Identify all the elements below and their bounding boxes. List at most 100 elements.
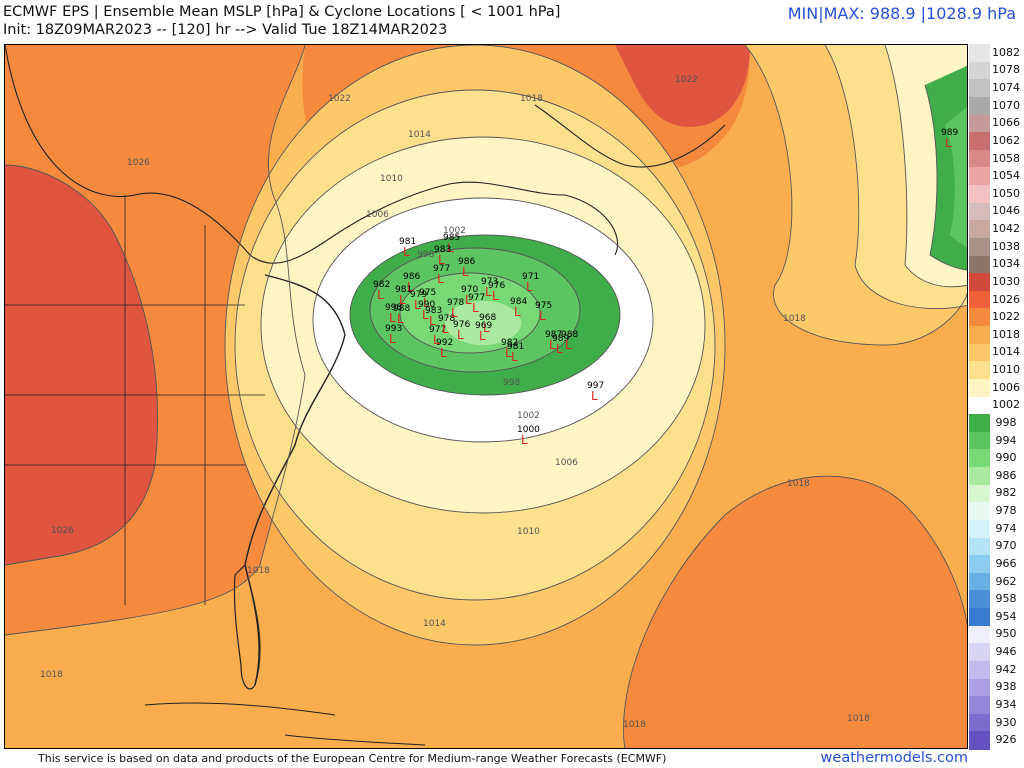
cyclone-pressure-label: 981 (399, 237, 416, 247)
cyclone-pressure-label: 968 (479, 313, 496, 323)
low-pressure-symbol: L (591, 389, 598, 403)
colorbar-label: 1062 (992, 133, 1020, 147)
isobar-lines (5, 45, 967, 748)
colorbar-swatch (969, 79, 990, 98)
low-pressure-symbol: L (539, 309, 546, 323)
colorbar-swatch (969, 431, 990, 450)
colorbar-label: 938 (995, 680, 1017, 694)
colorbar-swatch (969, 361, 990, 380)
isobar-label: 1018 (623, 720, 646, 730)
colorbar-swatch (969, 678, 990, 697)
colorbar-label: 1070 (992, 98, 1020, 112)
colorbar-label: 1082 (992, 45, 1020, 59)
colorbar-label: 942 (995, 662, 1017, 676)
colorbar-label: 926 (995, 733, 1017, 747)
colorbar-swatch (969, 396, 990, 415)
low-pressure-symbol: L (407, 280, 414, 294)
pressure-colorbar: 1082 1078 1074 1070 1066 1062 1058 1054 1050 1046… (969, 44, 1021, 750)
colorbar-label: 986 (995, 468, 1017, 482)
cyclone-pressure-label: 986 (458, 257, 475, 267)
colorbar-swatch (969, 255, 990, 274)
low-pressure-symbol: L (414, 298, 421, 312)
low-pressure-symbol: L (505, 346, 512, 360)
colorbar-label: 962 (995, 574, 1017, 588)
colorbar-swatch (969, 185, 990, 204)
colorbar-swatch (969, 149, 990, 168)
colorbar-label: 1078 (992, 63, 1020, 77)
isobar-label: 1014 (423, 619, 446, 629)
cyclone-pressure-label: 983 (425, 306, 442, 316)
cyclone-pressure-label: 986 (403, 272, 420, 282)
cyclone-pressure-label: 985 (443, 233, 460, 243)
low-pressure-symbol: L (451, 306, 458, 320)
cyclone-pressure-label: 982 (501, 338, 518, 348)
cyclone-pressure-label: 975 (419, 288, 436, 298)
colorbar-label: 930 (995, 715, 1017, 729)
cyclone-pressure-label: 998 (385, 303, 402, 313)
colorbar-label: 950 (995, 627, 1017, 641)
low-pressure-symbol: L (389, 332, 396, 346)
low-pressure-symbol: L (462, 265, 469, 279)
newfoundland-coast (534, 104, 726, 168)
low-pressure-symbol: L (442, 322, 449, 336)
low-pressure-symbol: L (437, 272, 444, 286)
low-pressure-symbol: L (492, 289, 499, 303)
field-994-east (945, 106, 967, 247)
low-pressure-symbol: L (399, 293, 406, 307)
isobar-label: 1018 (847, 714, 870, 724)
cyclone-pressure-label: 984 (510, 297, 527, 307)
colorbar-swatch (969, 590, 990, 609)
low-pressure-symbol: L (397, 312, 404, 326)
colorbar-swatch (969, 132, 990, 151)
cyclone-pressure-label: 978 (438, 314, 455, 324)
colorbar-swatch (969, 519, 990, 538)
low-pressure-symbol: L (556, 342, 563, 356)
low-pressure-symbol: L (465, 293, 472, 307)
low-pressure-symbol: L (514, 305, 521, 319)
low-pressure-symbol: L (565, 338, 572, 352)
low-pressure-symbol: L (526, 280, 533, 294)
colorbar-label: 1042 (992, 222, 1020, 236)
cyclone-pressure-label: 988 (561, 330, 578, 340)
min-max-readout: MIN|MAX: 988.9 |1028.9 hPa (787, 4, 1016, 23)
colorbar-label: 1050 (992, 186, 1020, 200)
low-pressure-symbol: L (521, 433, 528, 447)
colorbar-swatch (969, 114, 990, 133)
colorbar-label: 978 (995, 504, 1017, 518)
colorbar-label: 1066 (992, 116, 1020, 130)
isobar-label: 1018 (247, 566, 270, 576)
site-credit-link[interactable]: weathermodels.com (820, 750, 968, 766)
colorbar-swatch (969, 202, 990, 221)
low-pressure-symbol: L (377, 288, 384, 302)
colorbar-swatch (969, 660, 990, 679)
colorbar-label: 1058 (992, 151, 1020, 165)
isobar-label: 1014 (408, 130, 431, 140)
low-pressure-symbol: L (440, 346, 447, 360)
isobar-labels: 1022 1018 1022 1014 1010 1006 1002 998 1026 1018 9… (40, 75, 870, 730)
isobar-label: 1022 (328, 94, 351, 104)
colorbar-swatch (969, 44, 990, 63)
cyclone-pressure-label: 993 (385, 324, 402, 334)
colorbar-label: 1010 (992, 363, 1020, 377)
colorbar-swatch (969, 449, 990, 468)
great-lakes-border (5, 45, 619, 264)
